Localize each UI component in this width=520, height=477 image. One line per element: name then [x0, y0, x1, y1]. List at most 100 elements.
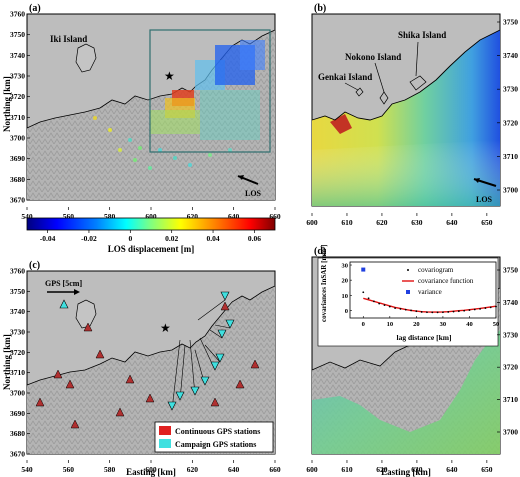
tick-label: 3680	[10, 175, 25, 184]
nokono-island	[379, 91, 389, 105]
inset-xticks: 0 10 20 30 40 50	[362, 316, 500, 328]
tick-label: 540	[21, 212, 33, 221]
covariogram-point	[442, 311, 444, 314]
covariance-function-line	[363, 297, 497, 313]
panel-a-zoom-box	[149, 29, 271, 153]
tick-label: 3700	[10, 134, 25, 143]
panel-a-xticks: 540 560 580 600 620 640 660	[21, 207, 281, 221]
panel-b-label: (b)	[314, 3, 326, 14]
tick-label: 600	[306, 465, 318, 474]
covariogram-point	[378, 302, 381, 305]
legend-label-campaign: Campaign GPS stations	[175, 440, 256, 449]
panel-c-yticks: 3670 3680 3690 3700 3710 3720 3730 3740 3750 3760	[10, 267, 30, 459]
tick-label: 3730	[10, 72, 25, 81]
panel-a-label: (a)	[29, 3, 41, 14]
covariogram-point	[463, 309, 466, 312]
tick-label: 650	[481, 465, 493, 474]
inset-legend-covfunc: covariance function	[418, 277, 474, 285]
covariogram-point	[468, 309, 471, 312]
covariogram-point	[452, 310, 455, 313]
inset-legend-covariogram: covariogram	[418, 266, 454, 274]
iki-island-label: Iki Island	[50, 34, 87, 44]
panel-b-los-label: LOS	[476, 195, 493, 204]
tick-label: 3700	[503, 186, 518, 195]
tick-label: 30	[342, 263, 349, 270]
tick-label: 3720	[503, 118, 518, 127]
tick-label: 30	[440, 321, 447, 328]
panel-c-iki-island	[75, 299, 97, 329]
panel-b: Shika Island Nokono Island Genkai Island…	[306, 3, 518, 227]
covariogram-point	[457, 310, 460, 313]
covariogram-point	[404, 308, 407, 311]
tick-label: 610	[341, 218, 353, 227]
shika-island	[409, 75, 427, 91]
tick-label: 620	[187, 465, 199, 474]
tick-label: 0.06	[248, 234, 261, 243]
colorbar-gradient	[26, 217, 276, 231]
tick-label: 3750	[10, 287, 25, 296]
nokono-island-label: Nokono Island	[345, 52, 401, 62]
tick-label: 3710	[10, 368, 25, 377]
tick-label: 3670	[10, 196, 25, 205]
colorbar-ticks: -0.04 -0.02 0 0.02 0.04 0.06	[40, 230, 261, 243]
tick-label: 640	[446, 465, 458, 474]
panel-a-ylabel: Northing [km]	[2, 76, 12, 132]
tick-label: 660	[269, 212, 281, 221]
panel-a-insar-points	[93, 40, 265, 170]
tick-label: 0	[362, 321, 365, 328]
tick-label: 3690	[10, 409, 25, 418]
tick-label: 3700	[10, 389, 25, 398]
tick-label: 3720	[10, 92, 25, 101]
inset-plot-area	[349, 261, 497, 319]
tick-label: 640	[228, 465, 240, 474]
tick-label: 630	[411, 465, 423, 474]
covariogram-point	[473, 308, 476, 311]
tick-label: 580	[104, 465, 116, 474]
tick-label: 0.02	[165, 234, 178, 243]
legend-swatch-continuous	[159, 426, 171, 435]
iki-island	[75, 43, 97, 73]
tick-label: -0.04	[40, 234, 56, 243]
covariance-inset: 0 10 20 30 40 50 0 10 20 30 covariances InSAR [m…	[317, 244, 500, 347]
covariogram-point	[410, 309, 412, 312]
covariogram-point	[388, 305, 391, 308]
tick-label: 3720	[503, 363, 518, 372]
covariogram-point	[383, 304, 386, 307]
covariogram-point	[399, 308, 402, 310]
covariogram-point	[489, 306, 492, 309]
tick-label: 10	[342, 293, 349, 300]
covariogram-points	[362, 291, 497, 314]
colorbar-label: LOS displacement [m]	[108, 244, 195, 254]
tick-label: 630	[411, 218, 423, 227]
panel-d-residual	[312, 330, 500, 454]
tick-label: 50	[493, 321, 500, 328]
panel-d-xticks: 600 610 620 630 640 650	[306, 460, 493, 474]
covariogram-point	[362, 291, 365, 294]
tick-label: 3710	[10, 113, 25, 122]
panel-b-yticks: 3700 3710 3720 3730 3740 3750	[497, 18, 518, 195]
covariogram-point	[484, 307, 487, 310]
panel-d-yticks: 3700 3710 3720 3730 3740 3750	[497, 266, 518, 437]
tick-label: 10	[387, 321, 394, 328]
tick-label: 0	[345, 308, 348, 315]
panel-c-legend: Continuous GPS stations Campaign GPS sta…	[154, 421, 274, 453]
tick-label: 20	[342, 278, 349, 285]
tick-label: 20	[413, 321, 420, 328]
panel-c-legend-box	[154, 421, 274, 453]
covariogram-point	[372, 300, 375, 303]
panel-c-land	[27, 286, 275, 454]
tick-label: 580	[104, 212, 116, 221]
tick-label: 640	[446, 218, 458, 227]
genkai-island	[355, 87, 364, 97]
panel-b-coastline	[311, 29, 501, 121]
tick-label: 3750	[503, 18, 518, 27]
tick-label: 620	[376, 218, 388, 227]
inset-ylabel: covariances InSAR [mm²]	[320, 244, 328, 322]
inset-yticks: 0 10 20 30	[342, 263, 352, 315]
panel-c-ylabel: Northing [km]	[2, 334, 12, 390]
tick-label: 610	[341, 465, 353, 474]
tick-label: 600	[145, 465, 157, 474]
tick-label: 600	[145, 212, 157, 221]
covariogram-point	[420, 311, 423, 313]
campaign-gps-stations	[59, 291, 235, 411]
